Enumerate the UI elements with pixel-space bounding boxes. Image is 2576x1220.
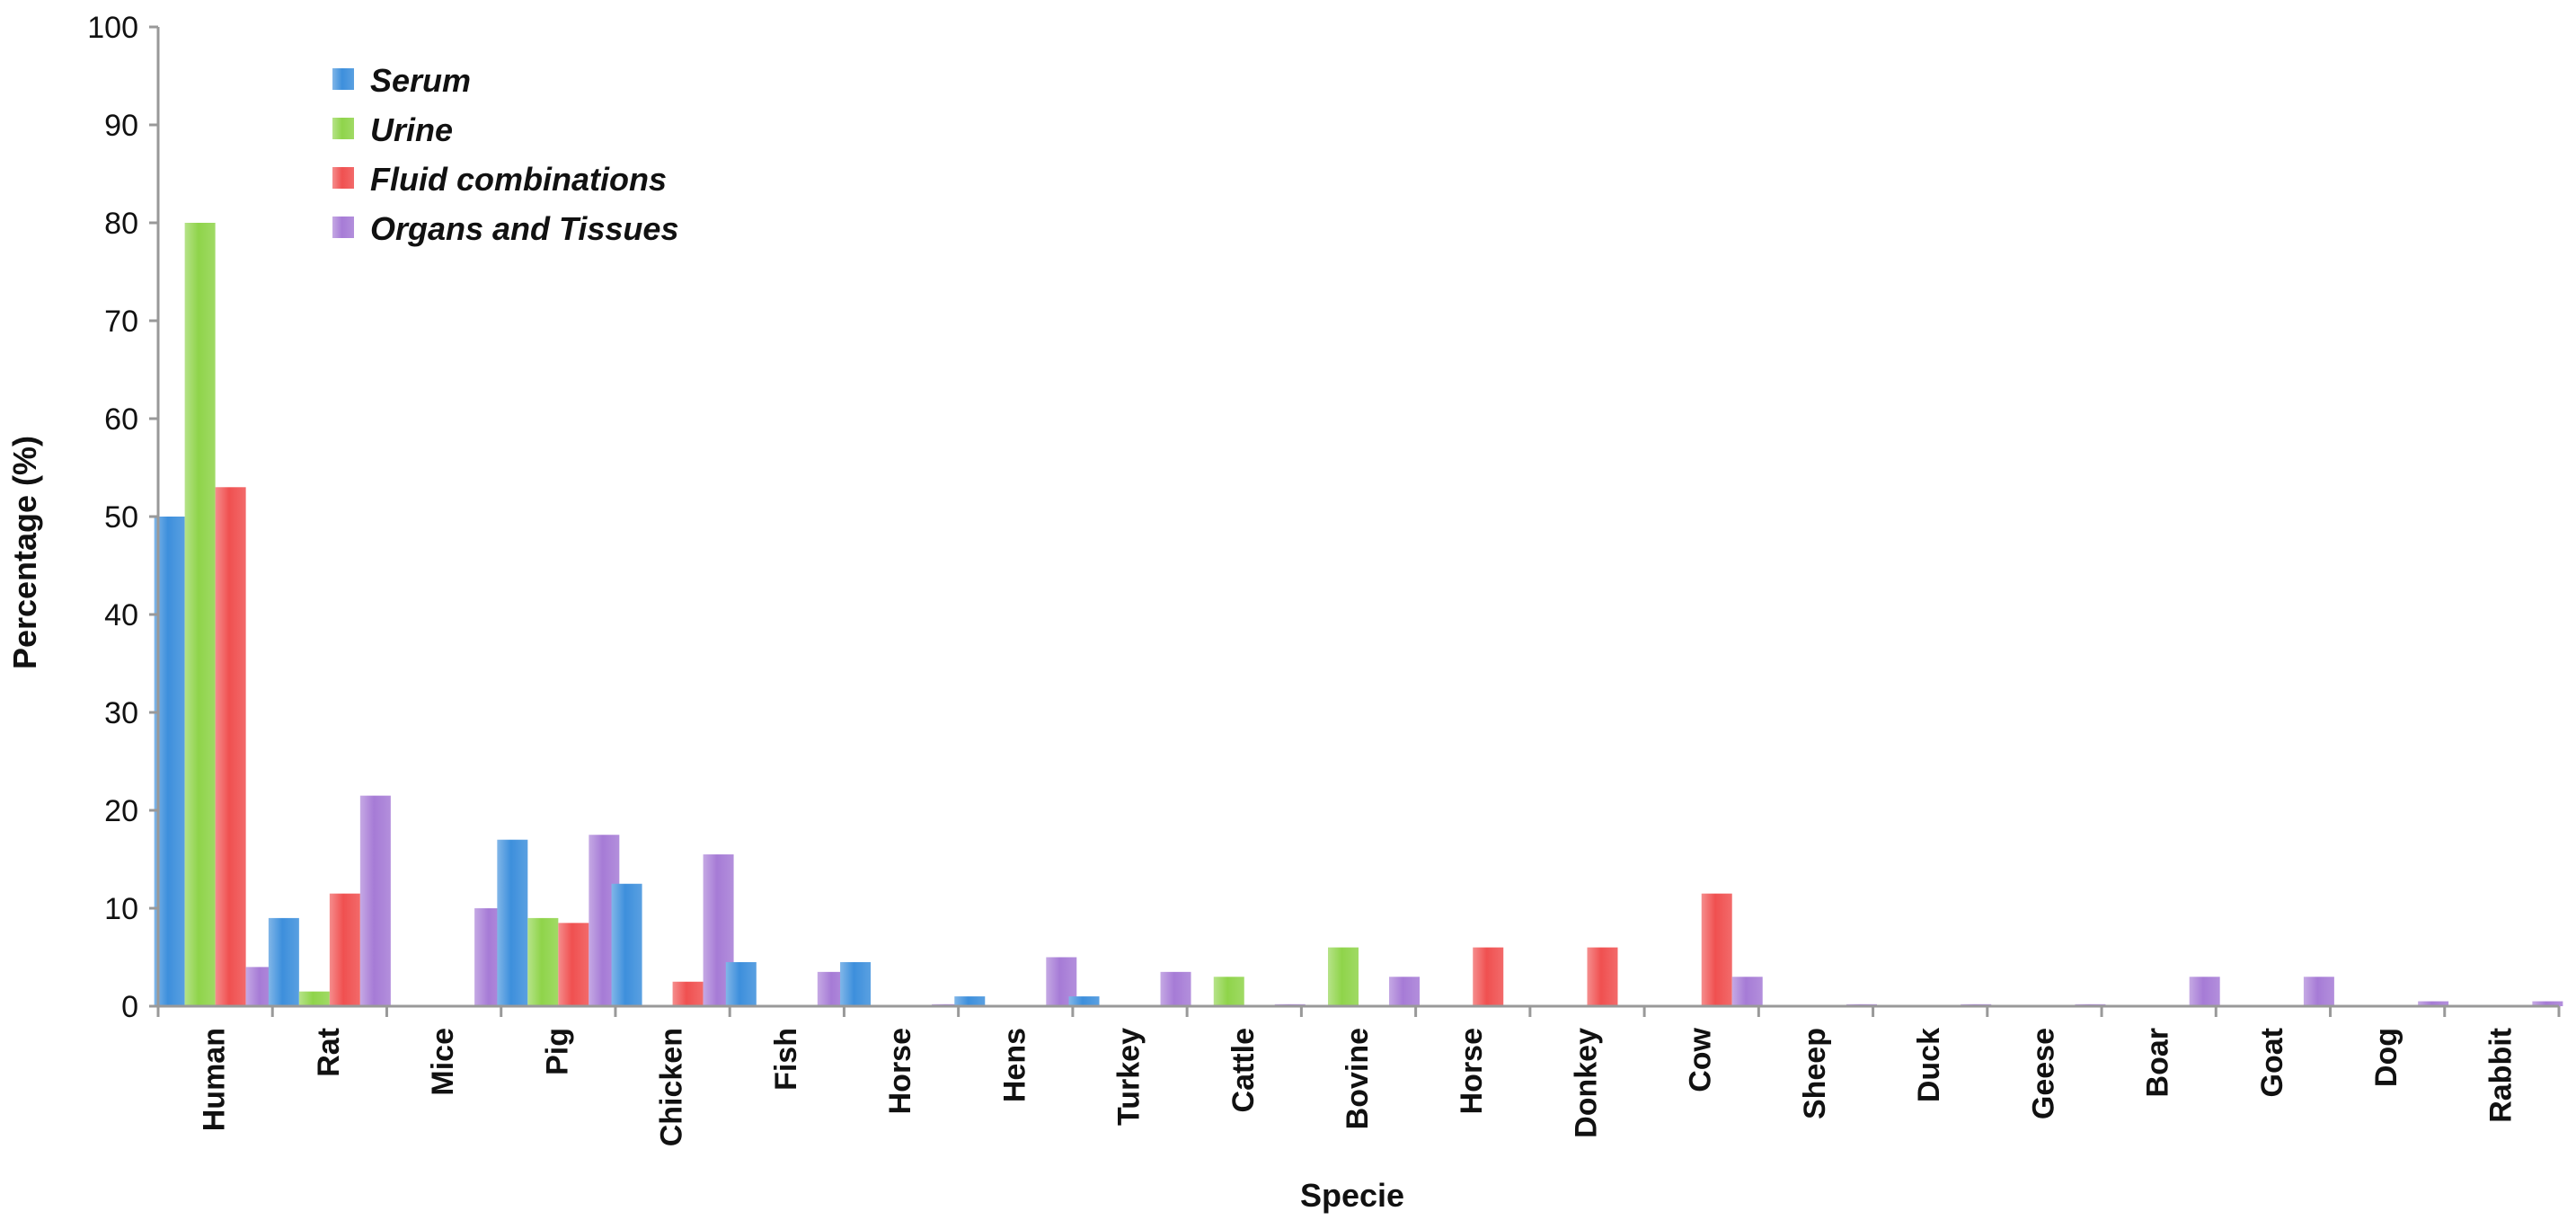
- x-category-label: Boar: [2141, 1028, 2175, 1097]
- bar-organs-and-tissues-boar: [2189, 977, 2220, 1006]
- bar-urine-human: [184, 223, 216, 1006]
- bar-fluid-combinations-horse: [1473, 947, 1504, 1006]
- bar-fluid-combinations-chicken: [672, 981, 704, 1006]
- bar-serum-chicken: [611, 883, 642, 1006]
- x-axis-title: Specie: [1300, 1177, 1404, 1214]
- bar-fluid-combinations-cow: [1701, 893, 1732, 1006]
- bar-urine-rat: [298, 991, 330, 1006]
- bar-urine-cattle: [1213, 977, 1244, 1006]
- bar-organs-and-tissues-turkey: [1160, 971, 1191, 1006]
- x-category-label: Pig: [540, 1028, 574, 1075]
- bar-fluid-combinations-pig: [558, 923, 589, 1006]
- bar-organs-and-tissues-dog: [2418, 1001, 2449, 1006]
- x-category-label: Rabbit: [2483, 1028, 2518, 1123]
- y-tick-label: 70: [104, 305, 138, 339]
- x-category-label: Cattle: [1226, 1028, 1261, 1112]
- y-tick-label: 40: [104, 598, 138, 632]
- x-category-label: Goat: [2255, 1028, 2289, 1097]
- x-category-label: Geese: [2026, 1028, 2060, 1119]
- y-ticks: 0 10 20 30 40 50 60 70 80 90 100: [87, 11, 158, 1024]
- x-category-label: Rat: [312, 1028, 346, 1077]
- y-tick-label: 10: [104, 892, 138, 926]
- x-category-label: Dog: [2369, 1028, 2403, 1087]
- bar-serum-horse: [840, 961, 872, 1006]
- x-category-label: Sheep: [1798, 1028, 1832, 1119]
- bar-fluid-combinations-rat: [329, 893, 360, 1006]
- y-tick-label: 50: [104, 500, 138, 535]
- x-ticks: Human Rat Mice Pig Chicken Fish Horse Hens Turke…: [156, 1006, 2561, 1146]
- x-category-label: Hens: [997, 1028, 1031, 1102]
- legend-swatch-urine: [332, 118, 354, 139]
- bar-serum-fish: [725, 961, 757, 1006]
- legend-swatch-fluid-combinations: [332, 167, 354, 189]
- bar-fluid-combinations-human: [215, 487, 246, 1006]
- y-tick-label: 100: [87, 11, 138, 45]
- y-tick-label: 20: [104, 794, 138, 828]
- bar-urine-pig: [527, 917, 559, 1006]
- bar-serum-turkey: [1068, 996, 1100, 1006]
- y-axis-title: Percentage (%): [6, 436, 43, 669]
- legend-label: Serum: [370, 62, 471, 99]
- bar-organs-and-tissues-cow: [1731, 977, 1763, 1006]
- x-category-label: Horse: [1455, 1028, 1489, 1114]
- y-tick-label: 30: [104, 696, 138, 730]
- legend-label: Urine: [370, 111, 453, 148]
- y-tick-label: 90: [104, 109, 138, 143]
- y-tick-label: 0: [121, 990, 138, 1024]
- legend: Serum Urine Fluid combinations Organs and T…: [332, 62, 678, 247]
- x-category-label: Duck: [1912, 1028, 1946, 1102]
- bar-organs-and-tissues-bovine: [1389, 977, 1420, 1006]
- bar-organs-and-tissues-rabbit: [2532, 1001, 2563, 1006]
- bar-serum-rat: [268, 917, 299, 1006]
- x-category-label: Mice: [426, 1028, 460, 1096]
- bar-serum-hens: [954, 996, 986, 1006]
- bars-layer: [154, 223, 2563, 1006]
- legend-swatch-serum: [332, 68, 354, 90]
- bar-organs-and-tissues-goat: [2303, 977, 2334, 1006]
- x-category-label: Fish: [769, 1028, 803, 1091]
- x-category-label: Human: [198, 1028, 232, 1131]
- bar-urine-bovine: [1328, 947, 1359, 1006]
- bar-serum-pig: [497, 839, 528, 1006]
- x-category-label: Chicken: [655, 1028, 689, 1146]
- x-category-label: Turkey: [1112, 1028, 1146, 1126]
- x-category-label: Donkey: [1569, 1028, 1603, 1138]
- bar-organs-and-tissues-rat: [359, 795, 391, 1006]
- x-category-label: Horse: [883, 1028, 917, 1114]
- bar-fluid-combinations-donkey: [1587, 947, 1618, 1006]
- legend-label: Fluid combinations: [370, 161, 667, 198]
- legend-swatch-organs-and-tissues: [332, 217, 354, 238]
- y-tick-label: 60: [104, 402, 138, 437]
- y-tick-label: 80: [104, 207, 138, 241]
- legend-label: Organs and Tissues: [370, 210, 678, 247]
- x-category-label: Bovine: [1341, 1028, 1375, 1129]
- x-category-label: Cow: [1684, 1027, 1718, 1092]
